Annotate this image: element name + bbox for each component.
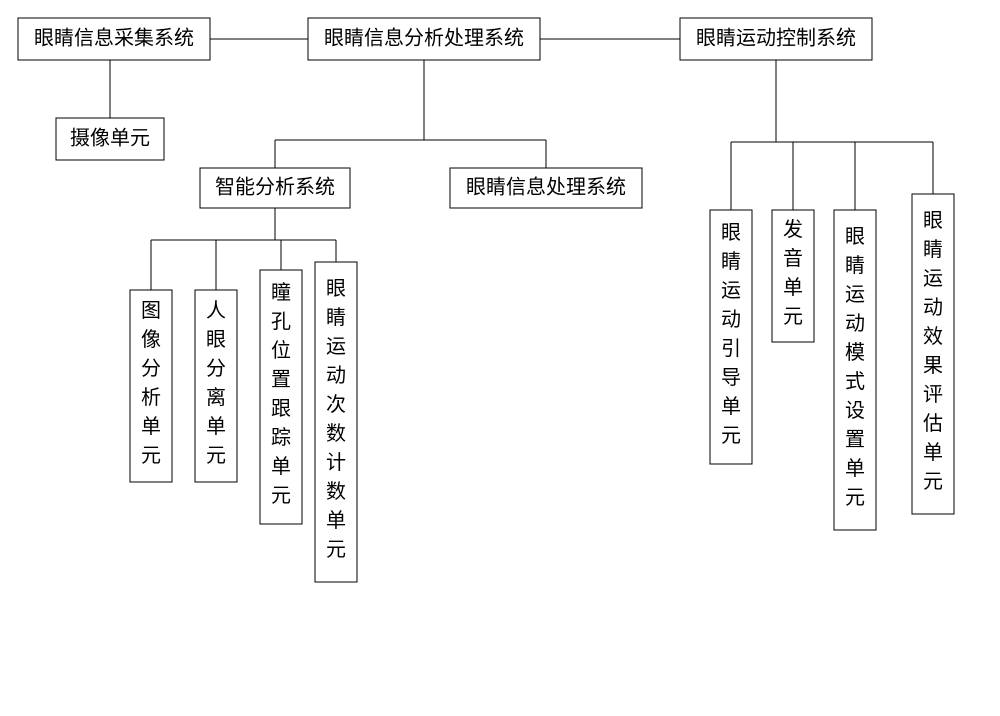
node-smart-eye: 人眼分离单元	[195, 290, 237, 482]
node-control-voice: 发音单元	[772, 210, 814, 342]
svg-text:摄像单元: 摄像单元	[70, 127, 150, 150]
svg-text:眼睛信息分析处理系统: 眼睛信息分析处理系统	[324, 27, 524, 50]
svg-text:眼睛信息处理系统: 眼睛信息处理系统	[466, 176, 626, 199]
svg-text:智能分析系统: 智能分析系统	[215, 176, 335, 199]
svg-text:眼睛运动控制系统: 眼睛运动控制系统	[696, 27, 856, 50]
node-control-assess: 眼睛运动效果评估单元	[912, 194, 954, 514]
node-smart-count: 眼睛运动次数计数单元	[315, 262, 357, 582]
node-smart: 智能分析系统	[200, 168, 350, 208]
diagram-canvas: 眼睛信息采集系统 眼睛信息分析处理系统 眼睛运动控制系统 摄像单元 智能分析系统…	[0, 0, 1000, 716]
node-process: 眼睛信息处理系统	[450, 168, 642, 208]
node-camera: 摄像单元	[56, 118, 164, 160]
node-analyze: 眼睛信息分析处理系统	[308, 18, 540, 60]
node-smart-img: 图像分析单元	[130, 290, 172, 482]
node-collect: 眼睛信息采集系统	[18, 18, 210, 60]
svg-text:眼睛信息采集系统: 眼睛信息采集系统	[34, 27, 194, 50]
node-control-mode: 眼睛运动模式设置单元	[834, 210, 876, 530]
node-control: 眼睛运动控制系统	[680, 18, 872, 60]
node-control-guide: 眼睛运动引导单元	[710, 210, 752, 464]
node-smart-pupil: 瞳孔位置跟踪单元	[260, 270, 302, 524]
